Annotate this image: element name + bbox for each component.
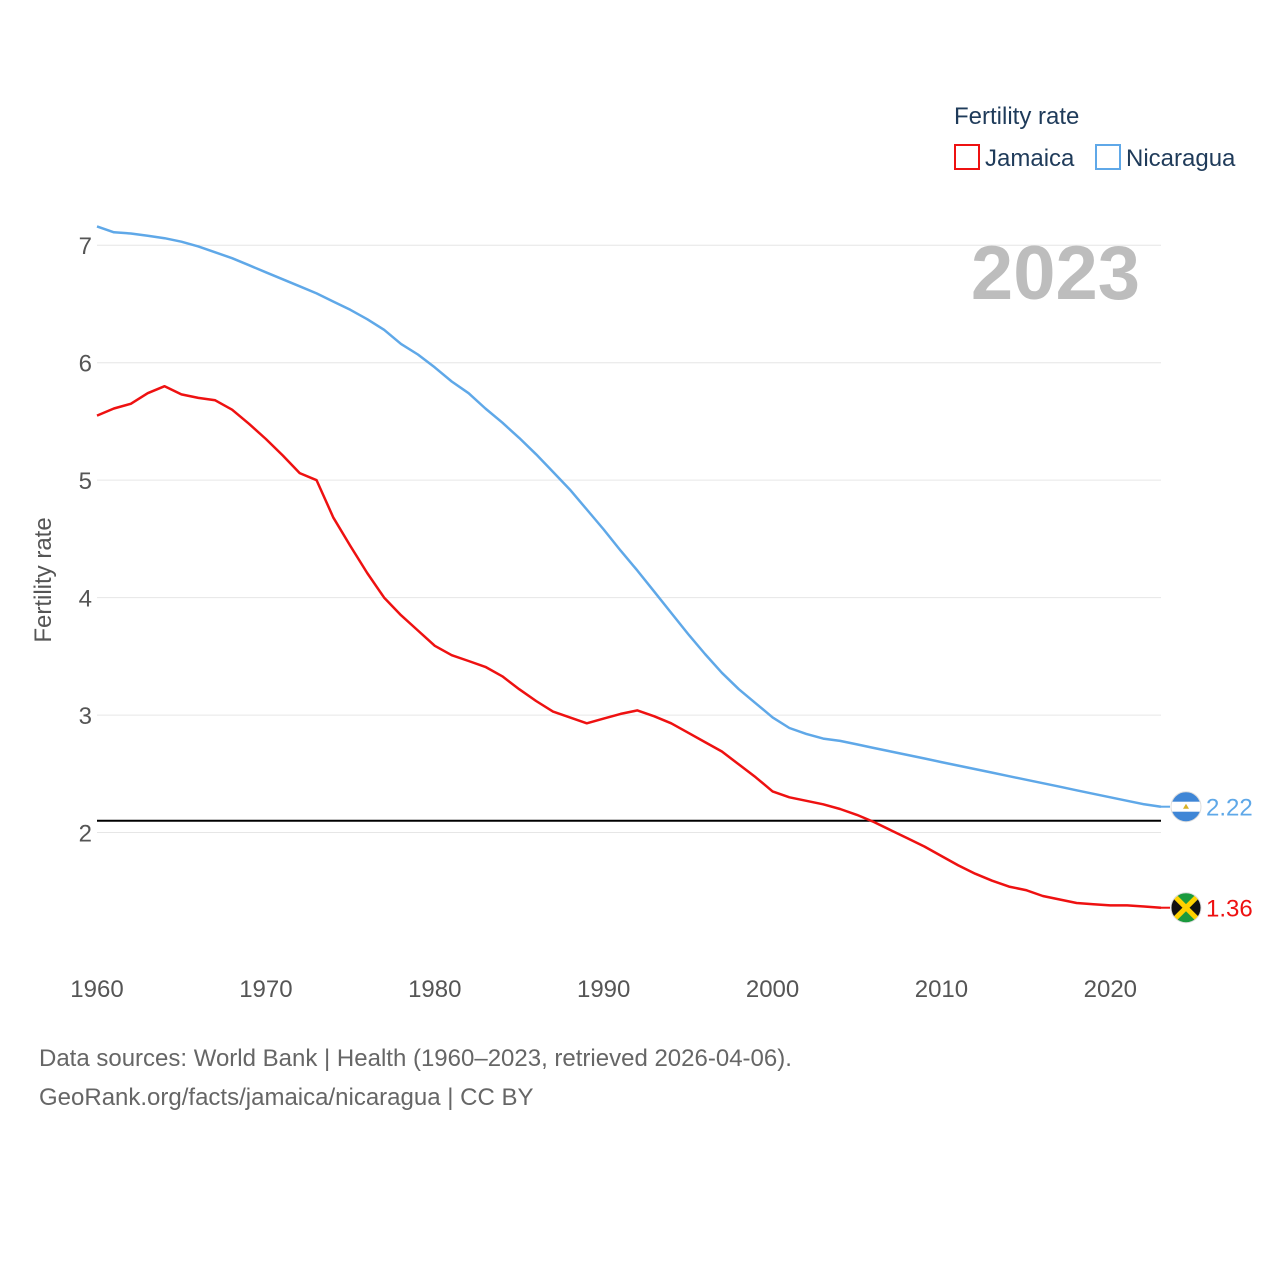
x-tick-label-2010: 2010 xyxy=(915,976,968,1003)
series-line-jamaica xyxy=(96,384,1162,909)
end-value-label-nicaragua: 2.22 xyxy=(1206,795,1253,822)
x-tick-label-2020: 2020 xyxy=(1084,976,1137,1003)
grid-lines xyxy=(97,244,1161,834)
y-tick-label-3: 3 xyxy=(79,703,92,730)
end-markers: 1.36 2.22 xyxy=(1161,791,1253,924)
x-tick-label-1980: 1980 xyxy=(408,976,461,1003)
y-tick-label-4: 4 xyxy=(79,586,92,613)
y-tick-label-2: 2 xyxy=(79,821,92,848)
series-lines xyxy=(96,225,1162,909)
footer-source: Data sources: World Bank | Health (1960–… xyxy=(39,1045,792,1072)
legend-swatch-nicaragua xyxy=(1095,144,1121,170)
y-tick-label-6: 6 xyxy=(79,351,92,378)
legend-item-nicaragua[interactable]: Nicaragua xyxy=(1095,144,1236,172)
footer-credit: GeoRank.org/facts/jamaica/nicaragua | CC… xyxy=(39,1084,534,1111)
y-axis: 2 3 4 5 6 7 xyxy=(79,233,92,847)
x-axis: 1960 1970 1980 1990 2000 2010 2020 xyxy=(70,976,1137,1003)
legend-swatch-jamaica xyxy=(954,144,980,170)
x-tick-label-1960: 1960 xyxy=(70,976,123,1003)
nicaragua-flag-icon xyxy=(1170,791,1202,823)
y-tick-label-5: 5 xyxy=(79,468,92,495)
year-label: 2023 xyxy=(971,231,1140,316)
x-tick-label-1990: 1990 xyxy=(577,976,630,1003)
x-tick-label-1970: 1970 xyxy=(239,976,292,1003)
legend-label-nicaragua: Nicaragua xyxy=(1126,145,1236,172)
legend-title: Fertility rate xyxy=(954,103,1079,130)
legend-label-jamaica: Jamaica xyxy=(985,145,1075,172)
series-line-nicaragua xyxy=(96,225,1162,808)
x-tick-label-2000: 2000 xyxy=(746,976,799,1003)
legend-item-jamaica[interactable]: Jamaica xyxy=(954,144,1075,172)
y-axis-title: Fertility rate xyxy=(30,517,57,642)
y-tick-label-7: 7 xyxy=(79,233,92,260)
jamaica-flag-icon xyxy=(1170,892,1202,924)
end-value-label-jamaica: 1.36 xyxy=(1206,896,1253,923)
legend: Fertility rate Jamaica Nicaragua xyxy=(954,103,1236,172)
